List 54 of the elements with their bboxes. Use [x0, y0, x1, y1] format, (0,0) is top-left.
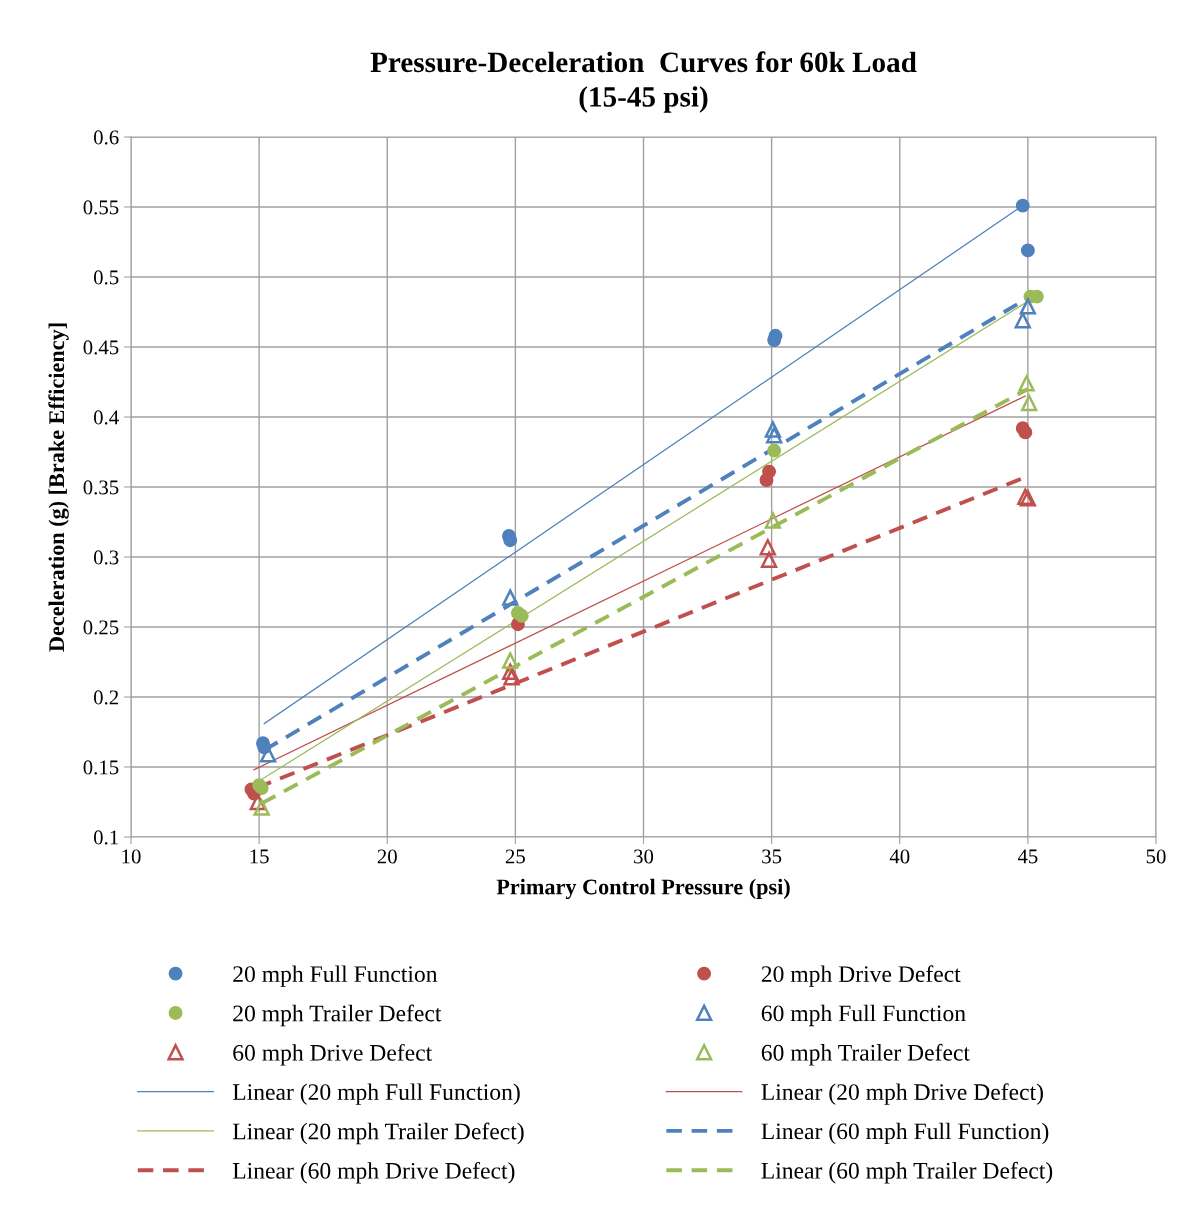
point [503, 669, 520, 686]
chart-title: Pressure-Deceleration Curves for 60k Load (15-45 psi) [370, 51, 917, 113]
y-tick-label: 0.25 [83, 620, 119, 635]
point [1020, 394, 1038, 412]
x-axis-title: Primary Control Pressure (psi) [496, 878, 790, 900]
legend-label: Linear (60 mph Drive Defect) [232, 1161, 515, 1184]
legend-label: Linear (60 mph Trailer Defect) [761, 1161, 1053, 1184]
point [1020, 243, 1035, 258]
legend-label: Linear (20 mph Drive Defect) [761, 1083, 1043, 1105]
y-tick-label: 0.45 [83, 340, 119, 355]
point [1019, 298, 1037, 315]
y-tick-label: 0.35 [83, 480, 119, 495]
point [502, 652, 519, 669]
legend-label: 20 mph Drive Defect [761, 965, 961, 987]
y-tick-label: 0.3 [93, 550, 119, 565]
point [253, 799, 270, 816]
point [1015, 198, 1030, 213]
x-tick-label: 10 [122, 849, 141, 864]
point [764, 421, 782, 438]
y-tick-label: 0.4 [93, 410, 119, 425]
legend-label: 60 mph Trailer Defect [761, 1043, 970, 1066]
x-tick-label: 50 [1146, 849, 1166, 864]
y-tick-label: 0.5 [93, 270, 119, 285]
legend-label: Linear (20 mph Full Function) [232, 1083, 520, 1105]
legend-label: 20 mph Trailer Defect [233, 1004, 442, 1027]
point [759, 539, 776, 556]
x-tick-label: 15 [250, 849, 269, 864]
legend-label: 60 mph Full Function [761, 1004, 966, 1027]
x-tick-label: 20 [377, 849, 397, 864]
legend-label: 60 mph Drive Defect [233, 1043, 433, 1066]
legend-label: Linear (20 mph Trailer Defect) [232, 1122, 524, 1145]
y-tick-label: 0.15 [83, 760, 119, 775]
legend-label: Linear (60 mph Full Function) [761, 1122, 1049, 1145]
point [767, 443, 782, 458]
point [764, 512, 782, 529]
point [1014, 312, 1031, 329]
x-tick-label: 35 [762, 849, 782, 864]
y-axis-title: Deceleration (g) [Brake Efficiency] [48, 323, 69, 652]
x-tick-label: 40 [889, 849, 910, 864]
y-tick-label: 0.1 [93, 830, 118, 845]
y-tick-label: 0.6 [93, 130, 119, 145]
legend-label: 20 mph Full Function [233, 965, 438, 987]
point [514, 608, 529, 623]
x-tick-label: 25 [505, 849, 525, 864]
y-tick-label: 0.2 [93, 690, 119, 705]
point [502, 589, 519, 606]
point [765, 427, 783, 444]
point [759, 473, 774, 487]
point [1018, 425, 1033, 440]
y-tick-label: 0.55 [83, 200, 119, 215]
point [760, 551, 778, 568]
x-tick-label: 30 [634, 849, 654, 864]
point [1018, 375, 1035, 392]
x-tick-label: 45 [1017, 849, 1038, 864]
